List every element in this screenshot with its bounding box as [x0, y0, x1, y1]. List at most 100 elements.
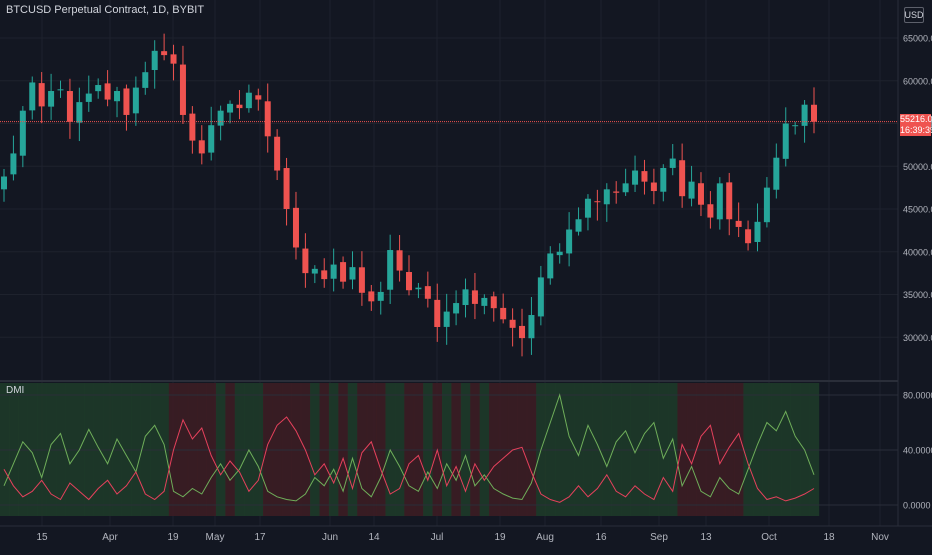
time-tick-label: 18	[823, 532, 835, 543]
candle-body	[76, 102, 83, 123]
candle-body	[641, 171, 648, 182]
candle-body	[236, 104, 243, 109]
di-plus-line	[3, 393, 815, 502]
candle-body	[48, 91, 55, 107]
time-tick-label: Jul	[431, 532, 444, 543]
candle-body	[123, 88, 130, 115]
candle-body	[283, 168, 290, 209]
candle-body	[754, 221, 761, 243]
candle-body	[594, 201, 601, 203]
candle-body	[19, 110, 26, 156]
candle-body	[387, 250, 394, 290]
candle-body	[424, 286, 431, 299]
dmi-tick-label: 80.0000	[903, 391, 932, 401]
candle-body	[217, 110, 224, 126]
candle-body	[669, 158, 676, 168]
indicator-label[interactable]: DMI	[6, 385, 25, 396]
candle-body	[179, 64, 186, 115]
candle-body	[471, 290, 478, 304]
candle-body	[622, 183, 629, 193]
price-tick-label: 35000.0	[903, 290, 932, 300]
price-tick-label: 45000.0	[903, 205, 932, 215]
time-tick-label: 17	[254, 532, 266, 543]
candle-body	[406, 272, 412, 291]
candle-body	[349, 267, 356, 280]
time-tick-label: Apr	[102, 532, 118, 543]
time-tick-label: 13	[700, 532, 712, 543]
candle-body	[782, 123, 789, 159]
candle-body	[707, 204, 714, 218]
time-tick-label: 15	[36, 532, 48, 543]
price-tick-label: 50000.0	[903, 162, 932, 172]
candle-body	[57, 89, 64, 91]
candle-body	[792, 125, 799, 127]
candle-body	[716, 183, 723, 220]
candle-body	[358, 267, 365, 293]
candle-body	[443, 311, 450, 327]
candle-body	[697, 183, 704, 205]
candle-body	[773, 157, 780, 190]
bar-countdown: 16:39:39	[900, 125, 932, 136]
time-tick-label: 19	[494, 532, 506, 543]
candle-body	[650, 182, 657, 192]
candle-body	[500, 307, 507, 320]
candle-body	[745, 229, 752, 244]
dmi-axis[interactable]: 80.0000 40.0000 0.0000	[903, 391, 932, 511]
dmi-tick-label: 0.0000	[903, 501, 931, 511]
candle-body	[264, 101, 271, 137]
price-tick-label: 30000.0	[903, 333, 932, 343]
candle-body	[292, 207, 299, 248]
candle-body	[142, 72, 149, 88]
candle-body	[132, 87, 139, 114]
candle-body	[519, 325, 526, 339]
candle-body	[208, 125, 215, 153]
time-axis[interactable]: 15 Apr 19 May 17 Jun 14 Jul 19 Aug 16 Sep 13 Oct 18 Nov	[36, 532, 888, 543]
dmi-lines	[3, 393, 815, 503]
candle-body	[801, 104, 808, 126]
candle-body	[66, 91, 73, 122]
candle-body	[811, 104, 817, 122]
candle-body	[368, 291, 375, 302]
candle-body	[311, 268, 318, 274]
candle-body	[735, 220, 742, 227]
candle-body	[679, 160, 686, 197]
currency-button[interactable]: USD	[904, 7, 924, 23]
candle-body	[763, 187, 770, 223]
last-price-tag: 55216.0	[900, 114, 932, 125]
candle-body	[38, 83, 45, 107]
candle-body	[603, 189, 610, 205]
candle-body	[29, 82, 36, 111]
candle-body	[104, 83, 111, 100]
symbol-title[interactable]: BTCUSD Perpetual Contract, 1D, BYBIT	[6, 4, 205, 16]
candle-body	[660, 167, 667, 192]
candle-body	[114, 91, 121, 102]
candle-body	[321, 270, 328, 280]
time-tick-label: 19	[167, 532, 179, 543]
time-tick-label: May	[206, 532, 225, 543]
candle-body	[151, 50, 158, 71]
candle-body	[189, 113, 196, 141]
candle-body	[302, 248, 309, 274]
candle-body	[726, 182, 733, 220]
candle-body	[95, 85, 102, 92]
candle-body	[227, 103, 234, 113]
candle-body	[632, 170, 639, 185]
candle-body	[528, 315, 535, 339]
candle-body	[340, 262, 347, 282]
candle-body	[688, 181, 695, 199]
price-tick-label: 40000.0	[903, 247, 932, 257]
candle-body	[509, 319, 516, 328]
price-tick-label: 65000.0	[903, 34, 932, 44]
dmi-tick-label: 40.0000	[903, 446, 932, 456]
candle-body	[198, 140, 205, 154]
time-tick-label: 14	[368, 532, 380, 543]
time-tick-label: Sep	[650, 532, 668, 543]
time-tick-label: Nov	[871, 532, 889, 543]
price-axis[interactable]: 65000.060000.055000.050000.045000.040000…	[903, 34, 932, 343]
time-tick-label: Jun	[322, 532, 338, 543]
candle-body	[613, 191, 620, 193]
candlestick-series[interactable]	[1, 33, 817, 357]
candle-body	[537, 277, 544, 317]
